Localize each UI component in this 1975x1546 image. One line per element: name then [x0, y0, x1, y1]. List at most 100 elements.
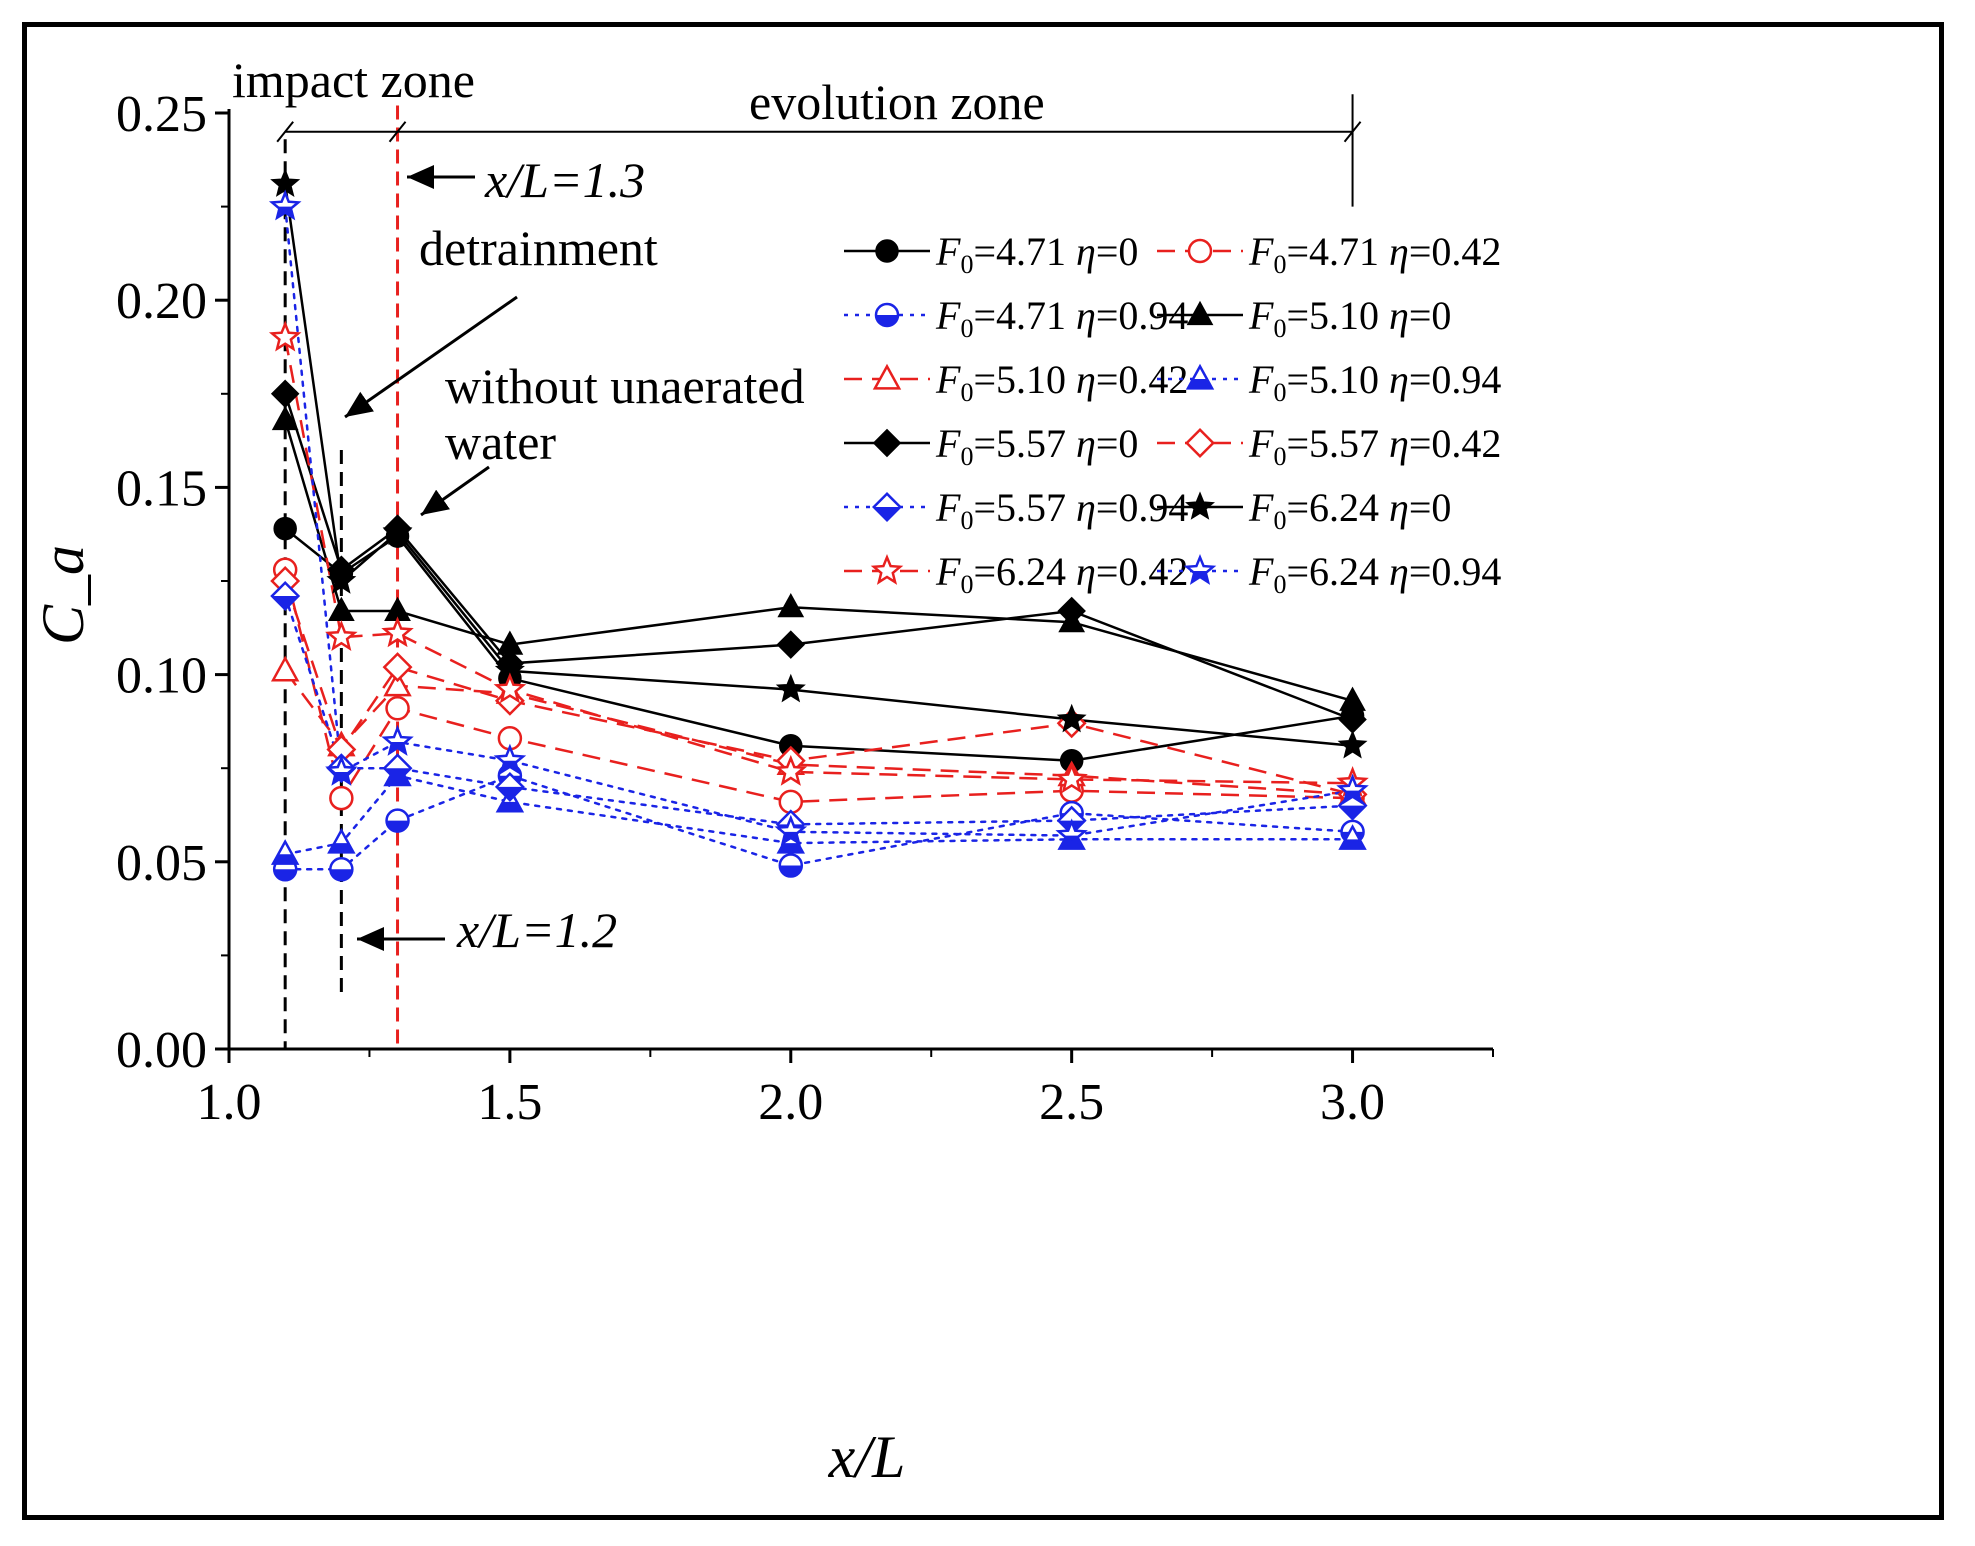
- marker-shape: [381, 616, 414, 648]
- data-point-s7-2: [382, 652, 413, 683]
- legend-marker: [875, 239, 899, 263]
- legend-entry-9: F0=6.24 η=0: [1157, 485, 1451, 535]
- data-point-s11-0: [268, 189, 302, 221]
- marker-shape-outline: [270, 581, 301, 611]
- marker-shape-outline: [325, 754, 358, 786]
- legend-entry-6: F0=5.57 η=0: [844, 421, 1138, 471]
- legend-marker: [872, 492, 902, 522]
- legend-entry-0: F0=4.71 η=0: [844, 229, 1138, 279]
- data-point-s10-2: [381, 616, 414, 648]
- marker-shape: [270, 379, 300, 409]
- detrainment-label: detrainment: [419, 220, 658, 276]
- legend-marker: [1183, 553, 1217, 585]
- water-label: water: [445, 414, 556, 470]
- legend-marker: [874, 302, 900, 328]
- legend-marker: [872, 428, 902, 458]
- data-point-s9-2: [382, 516, 413, 546]
- series-line-7: [284, 580, 1353, 796]
- legend-marker: [1185, 363, 1215, 390]
- marker-shape: [382, 516, 413, 546]
- legend-entry-5: F0=5.10 η=0.94: [1157, 357, 1501, 407]
- marker-shape-outline: [327, 827, 356, 854]
- marker-shape-bg: [1058, 821, 1085, 847]
- xl-1-2-label: x/L=1.2: [456, 902, 617, 958]
- marker-shape-bg: [1339, 776, 1366, 802]
- data-point-s9-4: [775, 673, 806, 703]
- without-unaerated-label: without unaerated: [445, 358, 805, 414]
- marker-shape: [1186, 300, 1214, 326]
- data-point-s9-5: [1056, 703, 1087, 733]
- arrow-detrainment: [344, 295, 518, 419]
- marker-shape: [382, 652, 413, 683]
- legend-entry-7: F0=5.57 η=0.42: [1157, 421, 1501, 471]
- marker-shape: [870, 553, 904, 585]
- marker-shape-bg: [384, 728, 411, 754]
- chart-frame: 0.00 0.05 0.10 0.15 0.20 0.25 1.0 1.5 2.0 2.5 3.0 …: [22, 22, 1944, 1520]
- data-point-s5-6: [1338, 824, 1367, 850]
- marker-shape-bg: [272, 192, 299, 218]
- data-point-s8-3: [494, 771, 525, 802]
- marker-shape-half: [873, 507, 901, 521]
- marker-shape: [383, 670, 412, 697]
- legend-marker: [872, 363, 902, 390]
- data-point-s5-1: [327, 827, 356, 854]
- y-tick-label: 0.05: [116, 835, 207, 892]
- data-point-s1-2: [385, 696, 410, 721]
- marker-shape-outline: [326, 753, 357, 784]
- marker-shape-half: [271, 595, 299, 610]
- legend-label: F0=6.24 η=0: [1248, 485, 1451, 535]
- x-tick-label: 2.0: [758, 1074, 823, 1131]
- marker-shape: [270, 655, 300, 682]
- legend-marker: [1185, 428, 1215, 458]
- data-point-s10-4: [774, 754, 808, 786]
- data-point-s6-0: [270, 379, 300, 409]
- marker-shape-outline: [1336, 773, 1369, 805]
- legend-label: F0=4.71 η=0.94: [935, 293, 1188, 343]
- data-point-s3-0: [271, 405, 299, 431]
- marker-shape-outline: [874, 302, 900, 328]
- marker-shape-outline: [774, 814, 808, 846]
- marker-shape-outline: [495, 786, 525, 813]
- data-point-s11-2: [381, 724, 414, 756]
- legend-entry-1: F0=4.71 η=0.42: [1157, 229, 1501, 279]
- x-tick-label: 2.5: [1039, 1074, 1104, 1131]
- marker-shape: [493, 672, 527, 704]
- data-point-s3-4: [777, 593, 805, 618]
- marker-shape: [325, 620, 358, 652]
- marker-shape-outline: [1183, 553, 1217, 585]
- impact-zone-label: impact zone: [232, 52, 475, 108]
- legend-label: F0=6.24 η=0.94: [1248, 549, 1501, 599]
- data-point-s2-4: [778, 853, 804, 878]
- data-point-s9-1: [326, 565, 357, 594]
- marker-shape: [775, 673, 806, 703]
- data-point-s11-5: [1055, 818, 1088, 850]
- y-tick-label: 0.00: [116, 1022, 207, 1079]
- data-point-s1-1: [329, 785, 354, 811]
- marker-shape-outline: [382, 753, 413, 784]
- marker-shape: [776, 630, 806, 659]
- marker-shape: [1057, 596, 1086, 626]
- marker-shape-outline: [268, 189, 302, 221]
- marker-shape-half: [384, 768, 411, 782]
- marker-shape: [326, 565, 357, 594]
- marker-shape: [1055, 762, 1088, 794]
- legend-entry-11: F0=6.24 η=0.94: [1157, 549, 1501, 599]
- series-line-2: [283, 774, 1354, 871]
- series-line-1: [283, 569, 1353, 804]
- legend-entry-3: F0=5.10 η=0: [1157, 293, 1451, 343]
- marker-shape-outline: [1338, 824, 1367, 850]
- x-axis-title: x/L: [828, 1424, 906, 1490]
- marker-shape-outline: [270, 839, 300, 865]
- y-tick-label: 0.10: [116, 648, 207, 705]
- data-point-s8-0: [270, 581, 301, 611]
- marker-shape: [329, 785, 354, 811]
- legend-marker: [1186, 300, 1214, 326]
- marker-shape-outline: [778, 853, 804, 878]
- series-line-0: [284, 527, 1353, 762]
- arrow-without-unaerated: [420, 465, 490, 517]
- data-point-s11-6: [1336, 773, 1369, 805]
- marker-shape: [774, 754, 808, 786]
- data-point-s0-0: [273, 516, 297, 541]
- data-point-s5-0: [270, 839, 300, 865]
- marker-shape: [1187, 238, 1213, 264]
